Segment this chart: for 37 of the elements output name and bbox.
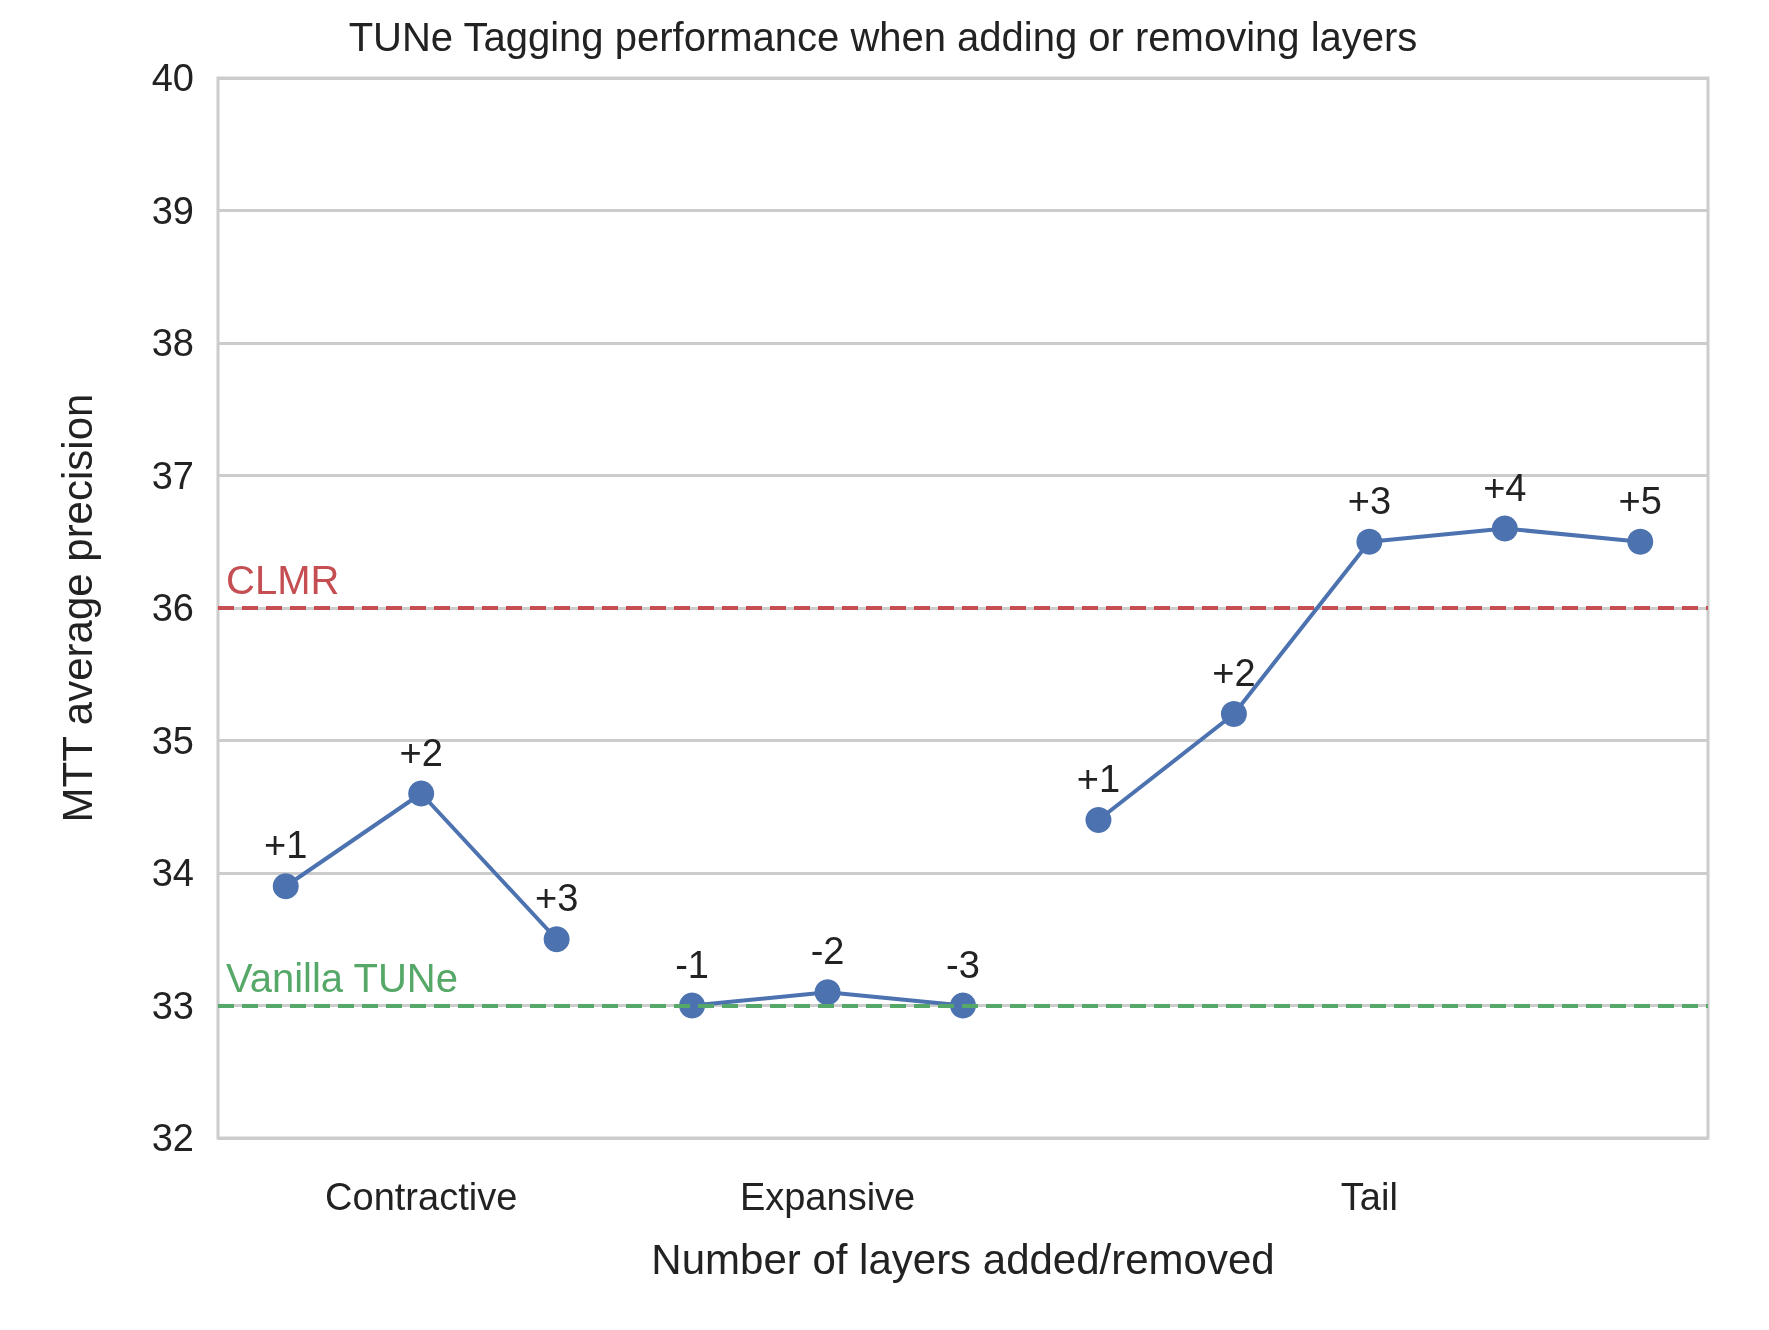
annotation: +5: [1618, 479, 1662, 522]
x-tick-label: Tail: [1340, 1176, 1398, 1218]
y-tick-label: 38: [151, 322, 194, 364]
x-tick-label: Expansive: [739, 1176, 916, 1218]
point: [814, 979, 841, 1006]
point: [1085, 807, 1112, 833]
point: [1627, 528, 1654, 555]
y-tick-label: 32: [151, 1117, 194, 1159]
annotation: +1: [264, 824, 308, 867]
point: [543, 926, 570, 953]
y-tick-label: 34: [151, 852, 194, 894]
ref-line-label: Vanilla TUNe: [226, 955, 458, 1000]
x-axis-title: Number of layers added/removed: [651, 1235, 1275, 1283]
y-tick-label: 37: [151, 454, 194, 497]
point: [1356, 528, 1383, 555]
ref-line-label: CLMR: [226, 558, 340, 602]
annotation: +2: [1212, 652, 1256, 694]
annotation: +1: [1076, 758, 1121, 800]
x-tick-label: Contractive: [325, 1176, 518, 1218]
y-tick-label: 36: [151, 587, 194, 629]
annotation: -2: [810, 930, 845, 973]
point: [1220, 701, 1247, 727]
y-axis-title: MTT average precision: [53, 393, 101, 823]
annotation: +3: [1347, 479, 1392, 522]
annotation: +2: [399, 731, 443, 774]
annotation: -3: [946, 943, 980, 986]
chart-title: TUNe Tagging performance when adding or removing layers: [348, 15, 1418, 59]
annotation: -1: [675, 943, 709, 986]
y-tick-label: 39: [151, 189, 194, 232]
y-tick-label: 40: [151, 57, 194, 99]
annotation: +3: [534, 877, 579, 920]
point: [1491, 515, 1518, 542]
y-tick-label: 35: [151, 719, 194, 762]
annotation: +4: [1483, 466, 1527, 509]
point: [272, 873, 299, 900]
point: [408, 780, 435, 807]
y-tick-label: 33: [151, 984, 194, 1027]
